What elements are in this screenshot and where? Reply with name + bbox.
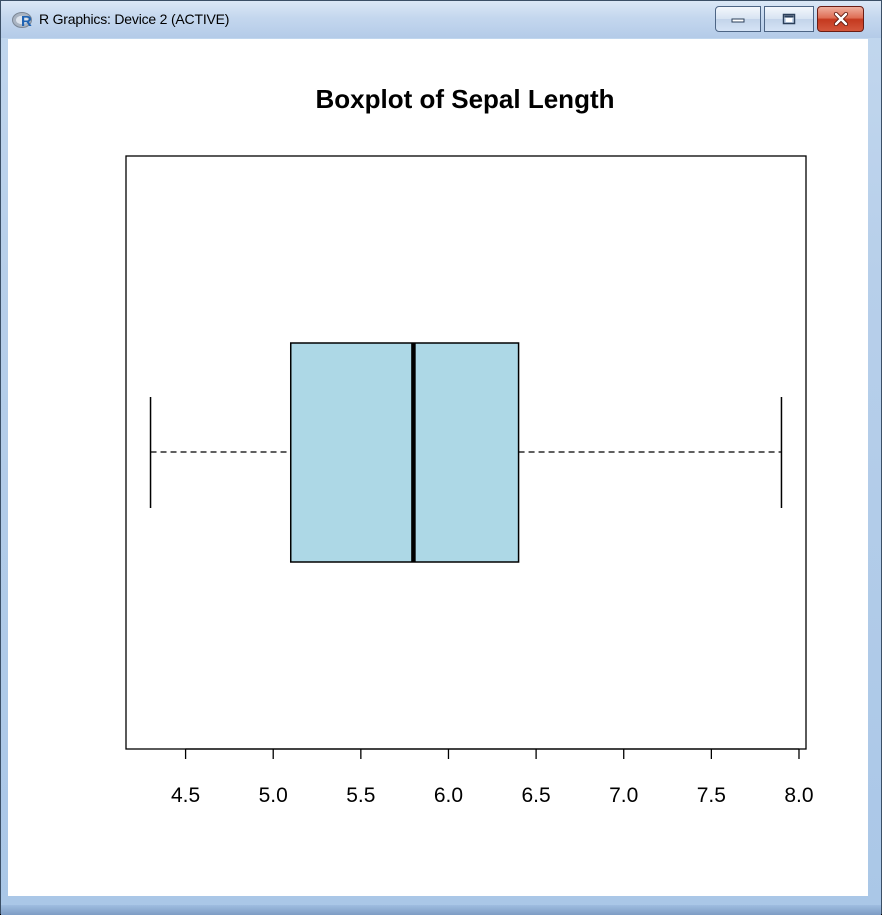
x-axis: 4.5 5.0 5.5 6.0 6.5 7.0 7.5 8.0 xyxy=(171,748,814,807)
x-tick-label: 7.5 xyxy=(697,784,726,807)
box-group xyxy=(149,342,783,563)
close-icon xyxy=(833,12,848,26)
title-bar[interactable]: R R Graphics: Device 2 (ACTIVE) xyxy=(1,1,881,38)
plot-area: Boxplot of Sepal Length 4.5 5.0 5.5 6.0 6.5 7… xyxy=(8,39,868,896)
r-logo-icon: R xyxy=(12,12,32,29)
x-tick-label: 6.0 xyxy=(434,784,463,807)
maximize-button[interactable] xyxy=(764,6,814,32)
x-tick-label: 4.5 xyxy=(171,784,200,807)
window-title: R Graphics: Device 2 (ACTIVE) xyxy=(39,11,230,27)
x-tick-label: 6.5 xyxy=(522,784,551,807)
window-bottom-border xyxy=(1,905,881,915)
boxplot-chart: Boxplot of Sepal Length 4.5 5.0 5.5 6.0 6.5 7… xyxy=(125,84,814,807)
svg-text:R: R xyxy=(21,13,32,29)
maximize-icon xyxy=(782,13,796,25)
minimize-button[interactable] xyxy=(715,6,761,32)
chart-title: Boxplot of Sepal Length xyxy=(316,84,615,114)
minimize-icon xyxy=(731,18,745,23)
interquartile-box xyxy=(289,342,520,563)
x-tick-label: 5.5 xyxy=(346,784,375,807)
x-tick-label: 7.0 xyxy=(609,784,638,807)
x-tick-label: 5.0 xyxy=(259,784,288,807)
close-button[interactable] xyxy=(817,6,864,32)
x-tick-label: 8.0 xyxy=(784,784,813,807)
